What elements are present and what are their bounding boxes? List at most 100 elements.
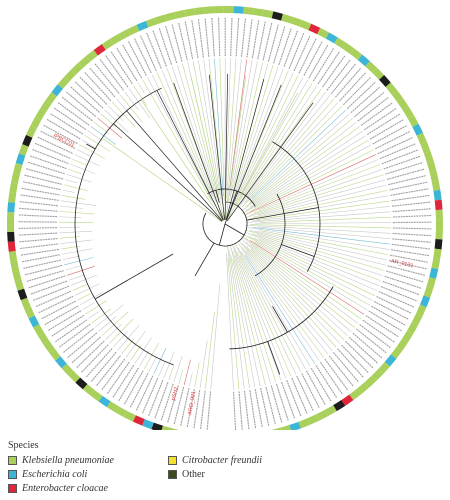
tree-fan-branch: [225, 79, 265, 221]
tree-branch: [238, 95, 331, 208]
leaf-label-mark: [71, 336, 101, 364]
leaf-label-mark: [380, 286, 418, 302]
leaf-label-mark: [322, 55, 346, 88]
leaf-label-mark: [235, 17, 240, 57]
leaf-label-mark: [99, 58, 124, 91]
leaf-label-mark: [365, 315, 399, 338]
ring-segment: [7, 202, 16, 213]
leaf-label-mark: [106, 361, 130, 395]
tree-branch: [60, 200, 97, 207]
leaf-label-mark: [391, 243, 431, 250]
ring-segment: [98, 395, 111, 408]
leaf-label-mark: [164, 25, 178, 64]
legend-title: Species: [8, 440, 39, 451]
leaf-label-mark: [310, 367, 332, 402]
ring-segment: [75, 377, 88, 390]
tree-branch: [198, 60, 222, 200]
ring-segment: [364, 375, 377, 388]
leaf-label-mark: [49, 112, 84, 135]
tree-internal-branch: [281, 244, 315, 257]
tree-branch: [226, 252, 234, 390]
leaf-label-mark: [18, 237, 58, 243]
ring-segment: [151, 422, 163, 430]
ring-segment: [17, 288, 28, 301]
ring-segment: [7, 211, 15, 223]
tree-branch: [158, 361, 166, 377]
leaf-label-mark: [382, 280, 420, 296]
tree-fan-branch: [140, 99, 224, 221]
tree-branch: [233, 247, 287, 379]
leaf-label-mark: [378, 291, 415, 308]
leaf-label-mark: [319, 361, 344, 395]
leaf-label-mark: [177, 22, 188, 61]
legend-swatch-other: [168, 470, 177, 479]
leaf-label-mark: [217, 17, 221, 57]
tree-branch: [117, 325, 140, 351]
tree-branch: [259, 216, 391, 223]
leaf-label-mark: [233, 391, 237, 430]
ring-segment: [8, 192, 17, 203]
ring-segment: [435, 209, 443, 220]
leaf-label-mark: [352, 332, 383, 359]
ring-segment: [316, 409, 329, 421]
leaf-label-mark: [262, 22, 273, 61]
tree-branch: [74, 283, 100, 296]
ring-segment: [164, 11, 177, 22]
ring-segment: [124, 410, 136, 422]
ring-segment: [423, 151, 434, 163]
leaf-label-mark: [230, 17, 233, 57]
ring-segment: [82, 383, 95, 396]
tree-branch: [142, 79, 213, 202]
tree-branch: [253, 184, 387, 218]
leaf-label-mark: [296, 375, 314, 412]
leaf-label-mark: [386, 168, 425, 180]
tree-branch: [121, 338, 135, 355]
leaf-label-mark: [61, 96, 93, 122]
tree-internal-branch: [267, 341, 281, 375]
leaf-label-mark: [19, 243, 59, 250]
ring-segment: [78, 56, 91, 68]
tree-branch: [137, 82, 145, 93]
tree-branch: [244, 102, 339, 203]
leaf-labels: [18, 16, 432, 430]
leaf-label-mark: [357, 96, 389, 122]
tree-fan-branch: [190, 77, 225, 221]
leaf-label-mark: [286, 380, 302, 417]
tree-branch: [229, 61, 258, 201]
legend-swatch-citrobacter: [168, 456, 177, 465]
tree-branch: [70, 274, 97, 286]
leaf-label-mark: [368, 310, 403, 332]
tree-branch: [226, 58, 237, 199]
tree-branch: [143, 342, 160, 370]
leaf-label-mark: [387, 265, 426, 277]
leaf-label-mark: [303, 40, 323, 76]
tree-branch: [68, 274, 85, 281]
leaf-label-mark: [75, 340, 105, 369]
legend-swatch-enterobacter: [8, 484, 17, 493]
leaf-label-mark: [389, 181, 428, 191]
tree-branch: [231, 66, 279, 204]
leaf-label-mark: [110, 51, 133, 85]
leaf-label-mark: [204, 17, 210, 57]
tree-branch: [253, 144, 372, 209]
leaf-label-mark: [21, 254, 60, 263]
ring-segment: [371, 369, 384, 381]
tree-branch: [242, 243, 337, 348]
ring-segment: [8, 250, 18, 262]
tree-branch: [249, 169, 382, 216]
tree-branch: [199, 340, 208, 389]
leaf-label-mark: [191, 19, 199, 59]
ring-segment: [426, 160, 437, 173]
leaf-label-mark: [141, 377, 159, 414]
leaf-label-mark: [25, 270, 64, 283]
tree-branch: [255, 230, 388, 261]
tree-fan-branch: [225, 75, 247, 221]
ring-segment: [13, 162, 23, 175]
leaf-label-mark: [24, 264, 63, 276]
tree-branch: [236, 70, 289, 197]
tree-internal-arc: [254, 193, 286, 277]
ring-segment: [426, 277, 436, 289]
ring-segment: [7, 241, 16, 252]
tree-branch: [64, 257, 94, 266]
tree-branch: [257, 226, 391, 240]
